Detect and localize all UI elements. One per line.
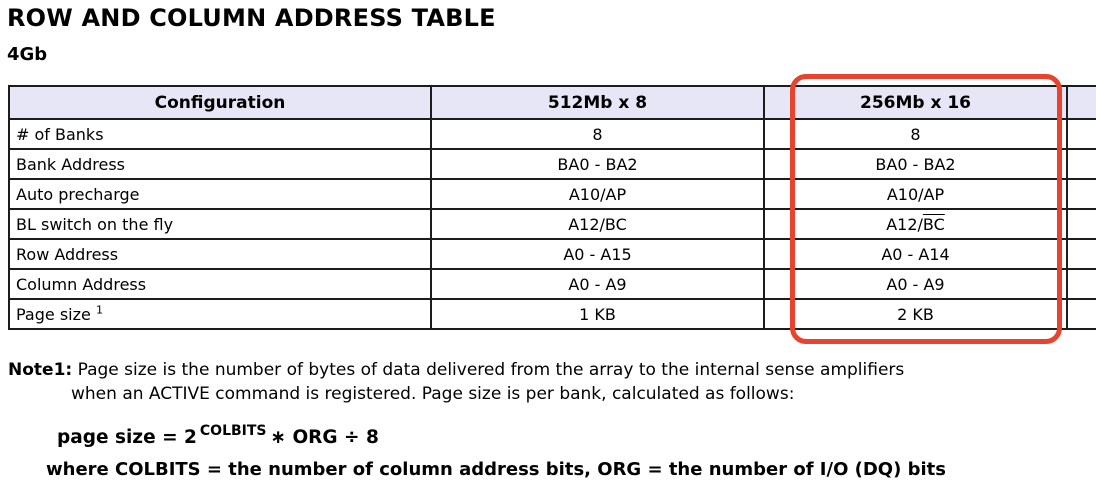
note1-label: Note1:	[8, 360, 73, 380]
value-cell-clipped	[1066, 148, 1096, 180]
value-cell-256mb-x16: A12/BC	[763, 208, 1068, 240]
note1-line1: Note1: Page size is the number of bytes …	[8, 360, 904, 380]
page-size-formula: page size = 2 COLBITS ∗ ORG ÷ 8	[57, 424, 379, 448]
table-row: # of Banks 8 8	[8, 118, 1096, 150]
value-cell-clipped	[1066, 268, 1096, 300]
formula-exponent: COLBITS	[199, 422, 267, 439]
value-cell-512mb-x8: 8	[430, 118, 765, 150]
formula-prefix: page size = 2	[57, 427, 197, 448]
value-cell-256mb-x16: 8	[763, 118, 1068, 150]
row-label-cell: Column Address	[8, 268, 432, 300]
value-cell-clipped	[1066, 118, 1096, 150]
row-label-cell: Auto precharge	[8, 178, 432, 210]
table-header-row: Configuration 512Mb x 8 256Mb x 16	[8, 85, 1096, 120]
value-cell-512mb-x8: 1 KB	[430, 298, 765, 330]
row-label-cell: Page size 1	[8, 298, 432, 330]
column-header-256mb-x16: 256Mb x 16	[763, 85, 1068, 120]
table-row: Auto precharge A10/AP A10/AP	[8, 178, 1096, 210]
page-subtitle: 4Gb	[7, 44, 48, 65]
formula-definitions: where COLBITS = the number of column add…	[46, 459, 946, 480]
value-cell-256mb-x16: 2 KB	[763, 298, 1068, 330]
formula-suffix: ∗ ORG ÷ 8	[270, 427, 379, 448]
note1-line2: when an ACTIVE command is registered. Pa…	[71, 384, 795, 404]
value-cell-256mb-x16: A10/AP	[763, 178, 1068, 210]
note1-text: Page size is the number of bytes of data…	[77, 360, 905, 380]
row-column-address-table: Configuration 512Mb x 8 256Mb x 16 # of …	[8, 85, 1096, 330]
value-cell-512mb-x8: A10/AP	[430, 178, 765, 210]
row-label-cell: Row Address	[8, 238, 432, 270]
column-header-clipped	[1066, 85, 1096, 120]
value-cell-512mb-x8: A0 - A9	[430, 268, 765, 300]
value-cell-256mb-x16: A0 - A14	[763, 238, 1068, 270]
table-row: Column Address A0 - A9 A0 - A9	[8, 268, 1096, 300]
value-cell-clipped	[1066, 238, 1096, 270]
value-cell-clipped	[1066, 208, 1096, 240]
row-label-cell: Bank Address	[8, 148, 432, 180]
row-label-cell: # of Banks	[8, 118, 432, 150]
value-cell-clipped	[1066, 298, 1096, 330]
table-row: Row Address A0 - A15 A0 - A14	[8, 238, 1096, 270]
value-cell-512mb-x8: BA0 - BA2	[430, 148, 765, 180]
table-row: Bank Address BA0 - BA2 BA0 - BA2	[8, 148, 1096, 180]
value-cell-clipped	[1066, 178, 1096, 210]
column-header-512mb-x8: 512Mb x 8	[430, 85, 765, 120]
page-title: ROW AND COLUMN ADDRESS TABLE	[7, 4, 496, 32]
column-header-configuration: Configuration	[8, 85, 432, 120]
value-cell-512mb-x8: A0 - A15	[430, 238, 765, 270]
value-cell-256mb-x16: BA0 - BA2	[763, 148, 1068, 180]
table-row: Page size 1 1 KB 2 KB	[8, 298, 1096, 330]
value-cell-512mb-x8: A12/BC	[430, 208, 765, 240]
value-cell-256mb-x16: A0 - A9	[763, 268, 1068, 300]
table-row: BL switch on the fly A12/BC A12/BC	[8, 208, 1096, 240]
row-label-cell: BL switch on the fly	[8, 208, 432, 240]
